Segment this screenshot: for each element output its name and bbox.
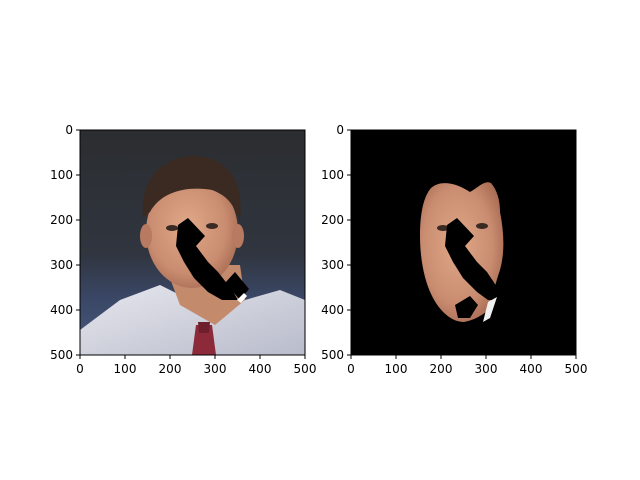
right-y-tick-label: 500 bbox=[321, 348, 344, 362]
left-y-tick-label: 100 bbox=[50, 168, 73, 182]
left-y-tick-label: 300 bbox=[50, 258, 73, 272]
left-axes-frame bbox=[79, 129, 306, 356]
left-x-tick-label: 300 bbox=[204, 362, 227, 376]
left-x-tick-label: 0 bbox=[76, 362, 84, 376]
right-x-tick-label: 500 bbox=[565, 362, 588, 376]
right-y-tick-label: 400 bbox=[321, 303, 344, 317]
right-y-tick-label: 100 bbox=[321, 168, 344, 182]
right-x-tick-label: 0 bbox=[347, 362, 355, 376]
right-y-tick-label: 0 bbox=[336, 123, 344, 137]
left-x-tick-label: 100 bbox=[114, 362, 137, 376]
left-y-tick-label: 500 bbox=[50, 348, 73, 362]
right-x-tick-label: 200 bbox=[430, 362, 453, 376]
left-image bbox=[80, 130, 305, 355]
right-x-tick-label: 100 bbox=[385, 362, 408, 376]
right-axes-frame bbox=[350, 129, 577, 356]
left-x-tick-label: 200 bbox=[159, 362, 182, 376]
right-x-tick-label: 300 bbox=[475, 362, 498, 376]
right-x-tick-label: 400 bbox=[520, 362, 543, 376]
right-y-tick-label: 300 bbox=[321, 258, 344, 272]
left-x-tick-label: 500 bbox=[294, 362, 317, 376]
left-x-tick-label: 400 bbox=[249, 362, 272, 376]
left-y-tick-label: 0 bbox=[65, 123, 73, 137]
right-y-tick-label: 200 bbox=[321, 213, 344, 227]
left-y-tick-label: 400 bbox=[50, 303, 73, 317]
left-y-tick-label: 200 bbox=[50, 213, 73, 227]
right-image bbox=[351, 130, 576, 355]
